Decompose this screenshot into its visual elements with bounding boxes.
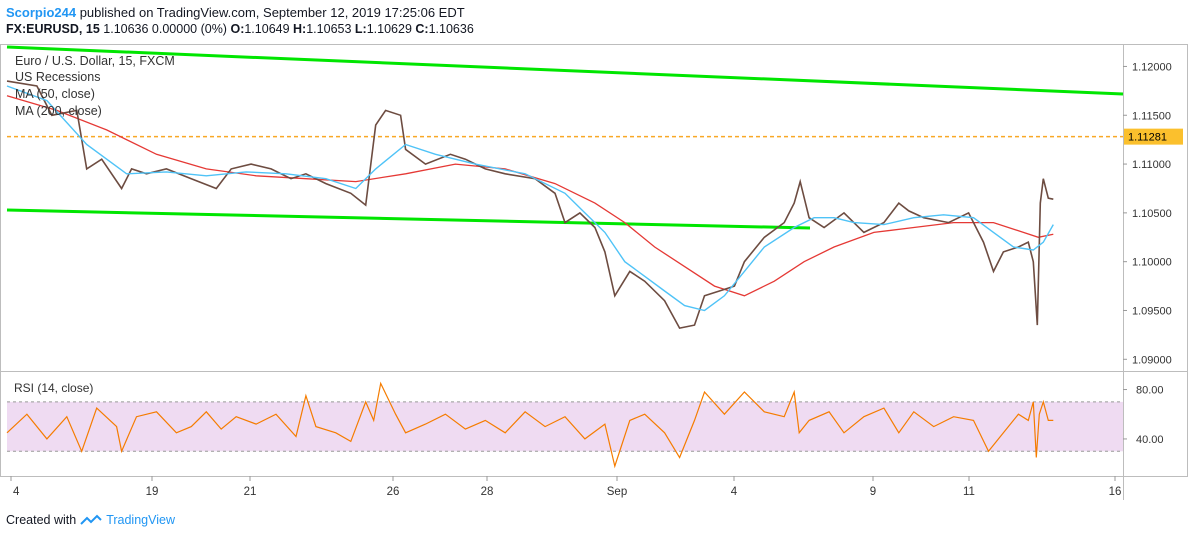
rsi-line[interactable]: [6, 381, 1054, 469]
publish-info: Scorpio244 published on TradingView.com,…: [6, 5, 465, 20]
time-tick-label: 16: [1109, 486, 1122, 498]
rsi-tick-label: 80.00: [1136, 385, 1164, 397]
time-tick-label: 9: [870, 486, 876, 498]
price-label-badge: [1124, 128, 1183, 145]
tradingview-brand[interactable]: TradingView: [106, 513, 175, 527]
rsi-band: [7, 401, 1123, 452]
time-tick-label: 4: [13, 486, 20, 498]
open-value: 1.10649: [244, 22, 290, 36]
ma200-legend[interactable]: MA (200, close): [15, 104, 102, 118]
footer: Created with TradingView: [6, 513, 175, 527]
ma200-line[interactable]: [6, 95, 1054, 297]
price-tick-label: 1.12000: [1132, 61, 1172, 73]
price-tick-label: 1.10000: [1132, 257, 1172, 269]
time-tick-label: 4: [731, 486, 738, 498]
price-tick-label: 1.11000: [1132, 159, 1171, 171]
symbol-label: FX:EURUSD, 15: [6, 22, 100, 36]
chart-title: Euro / U.S. Dollar, 15, FXCM: [15, 54, 175, 68]
ma50-line[interactable]: [6, 85, 1054, 312]
upper-trendline[interactable]: [6, 45, 1124, 96]
high-value: 1.10653: [306, 22, 352, 36]
close-value: 1.10636: [428, 22, 474, 36]
symbol-quote-bar: FX:EURUSD, 15 1.10636 0.00000 (0%) O:1.1…: [6, 22, 474, 36]
created-with-text: Created with: [6, 513, 77, 527]
price-line[interactable]: [6, 80, 1054, 330]
tradingview-logo-icon[interactable]: [80, 514, 102, 526]
price-label-text: 1.11281: [1128, 132, 1167, 144]
publisher-name[interactable]: Scorpio244: [6, 5, 77, 20]
high-label: H:: [293, 22, 307, 36]
time-tick-label: 11: [963, 486, 975, 498]
recessions-legend[interactable]: US Recessions: [15, 70, 101, 84]
time-tick-label: 28: [481, 486, 494, 498]
time-tick-label: 21: [244, 486, 257, 498]
open-label: O:: [230, 22, 245, 36]
low-label: L:: [354, 22, 367, 36]
rsi-tick-label: 40.00: [1136, 434, 1164, 446]
publish-text: published on TradingView.com, September …: [76, 5, 465, 20]
close-label: C:: [415, 22, 429, 36]
lower-trendline[interactable]: [6, 208, 811, 230]
price-tick-label: 1.10500: [1132, 208, 1172, 220]
low-value: 1.10629: [366, 22, 412, 36]
time-tick-label: Sep: [607, 486, 627, 498]
rsi-legend[interactable]: RSI (14, close): [14, 381, 94, 395]
time-tick-label: 26: [387, 486, 400, 498]
ma50-legend[interactable]: MA (50, close): [15, 87, 95, 101]
quote-value: 1.10636 0.00000 (0%): [103, 22, 227, 36]
price-tick-label: 1.11500: [1132, 110, 1171, 122]
time-tick-label: 19: [146, 486, 159, 498]
price-tick-label: 1.09000: [1132, 354, 1172, 366]
price-tick-label: 1.09500: [1132, 305, 1172, 317]
